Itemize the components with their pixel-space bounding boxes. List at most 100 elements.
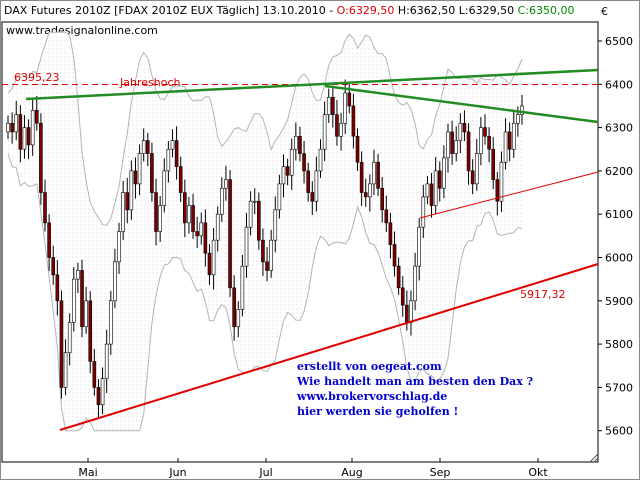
bollinger-upper-line <box>7 31 523 226</box>
candle-body <box>392 244 397 267</box>
resistance-trendline-upper <box>25 68 599 101</box>
candle-body <box>92 361 97 388</box>
candle-body <box>244 226 249 267</box>
annotation-text-block: erstellt von oegeat.com Wie handelt man … <box>296 360 533 418</box>
candle-body <box>520 105 524 115</box>
candle-body <box>368 183 372 198</box>
candle-body <box>318 148 323 172</box>
candle-body <box>269 239 273 271</box>
close-value: C:6350,00 <box>514 4 574 17</box>
candle-body <box>232 287 236 328</box>
candle-body <box>240 265 245 310</box>
annotation-line-4: hier werden sie geholfen ! <box>297 405 458 418</box>
candle-body <box>261 239 265 263</box>
x-tick-label: Aug <box>341 466 362 479</box>
candle-body <box>14 114 19 133</box>
y-tick-label: 6000 <box>605 252 633 265</box>
candle-body <box>10 122 14 133</box>
currency-symbol: € <box>601 5 608 18</box>
x-axis: Mai Jun Jul Aug Sep Okt <box>78 458 548 479</box>
candle-body <box>252 200 257 203</box>
candle-body <box>55 274 60 302</box>
candle-body <box>224 179 228 189</box>
candle-body <box>462 122 467 133</box>
candle-body <box>104 343 109 380</box>
candle-body <box>273 209 278 241</box>
candle-body <box>495 179 500 202</box>
candle-body <box>125 192 130 211</box>
resistance-trendline-lower <box>324 84 599 124</box>
candle-body <box>450 131 454 154</box>
source-url: www.tradesignalonline.com <box>6 24 158 37</box>
y-tick-label: 5900 <box>605 295 633 308</box>
candle-body <box>195 231 199 237</box>
support-value-label: 5917,32 <box>520 288 566 301</box>
y-tick-label: 6100 <box>605 208 633 221</box>
x-tick-label: Mai <box>78 466 97 479</box>
candle-body <box>166 148 171 172</box>
candle-body <box>285 166 290 176</box>
candle-body <box>314 170 319 202</box>
candle-body <box>458 122 463 141</box>
y-tick-label: 5600 <box>605 425 633 438</box>
candle-body <box>154 192 158 232</box>
candle-body <box>413 265 417 302</box>
candle-body <box>483 127 487 137</box>
candle-body <box>22 127 27 150</box>
candle-body <box>88 300 93 362</box>
candle-body <box>248 200 253 228</box>
candle-body <box>396 265 401 289</box>
candle-body <box>199 222 204 237</box>
candle-body <box>117 231 121 263</box>
candle-body <box>178 166 183 193</box>
bollinger-lower-line <box>7 153 523 432</box>
candle-body <box>343 92 347 124</box>
candle-body <box>80 270 84 328</box>
candle-body <box>228 179 232 289</box>
annotation-line-3: www.brokervorschlag.de <box>296 390 447 403</box>
candle-body <box>380 187 384 211</box>
open-value: O:6329,50 <box>337 4 395 17</box>
candle-body <box>43 192 47 224</box>
annotation-line-2: Wie handelt man am besten den Dax ? <box>296 375 533 388</box>
y-axis: 6500 6400 6300 6200 6100 6000 5900 5800 5700 5600 <box>598 35 633 438</box>
candle-body <box>18 114 23 150</box>
y-tick-label: 6300 <box>605 122 633 135</box>
candle-body <box>310 192 315 202</box>
candle-body <box>162 170 167 206</box>
candle-body <box>302 153 306 172</box>
x-tick-label: Jul <box>258 466 272 479</box>
candle-body <box>141 140 146 154</box>
candle-body <box>257 200 261 241</box>
candle-body <box>289 148 294 176</box>
candle-body <box>150 153 154 193</box>
candle-body <box>487 135 491 150</box>
candle-body <box>67 322 72 354</box>
candle-body <box>499 161 504 202</box>
candle-body <box>384 209 389 224</box>
candle-body <box>294 135 298 150</box>
candle-body <box>174 140 179 167</box>
candle-body <box>388 222 393 245</box>
annotation-line-1: erstellt von oegeat.com <box>297 360 442 373</box>
candle-body <box>207 252 212 276</box>
candle-body <box>339 122 343 137</box>
candle-body <box>491 148 496 180</box>
candle-body <box>347 92 352 107</box>
candle-body <box>211 239 216 276</box>
y-tick-label: 6400 <box>605 78 633 91</box>
candle-body <box>306 170 310 193</box>
candle-body <box>359 161 364 193</box>
resize-grip-icon[interactable] <box>589 453 599 463</box>
candle-body <box>84 300 88 328</box>
candle-body <box>372 161 376 185</box>
candle-body <box>470 170 475 185</box>
candle-body <box>331 96 335 115</box>
candle-body <box>34 109 39 124</box>
candle-body <box>51 257 56 276</box>
candle-body <box>187 205 191 224</box>
candle-body <box>146 140 150 154</box>
year-high-label: Jahreshoch <box>119 76 180 89</box>
candle-body <box>109 300 113 345</box>
